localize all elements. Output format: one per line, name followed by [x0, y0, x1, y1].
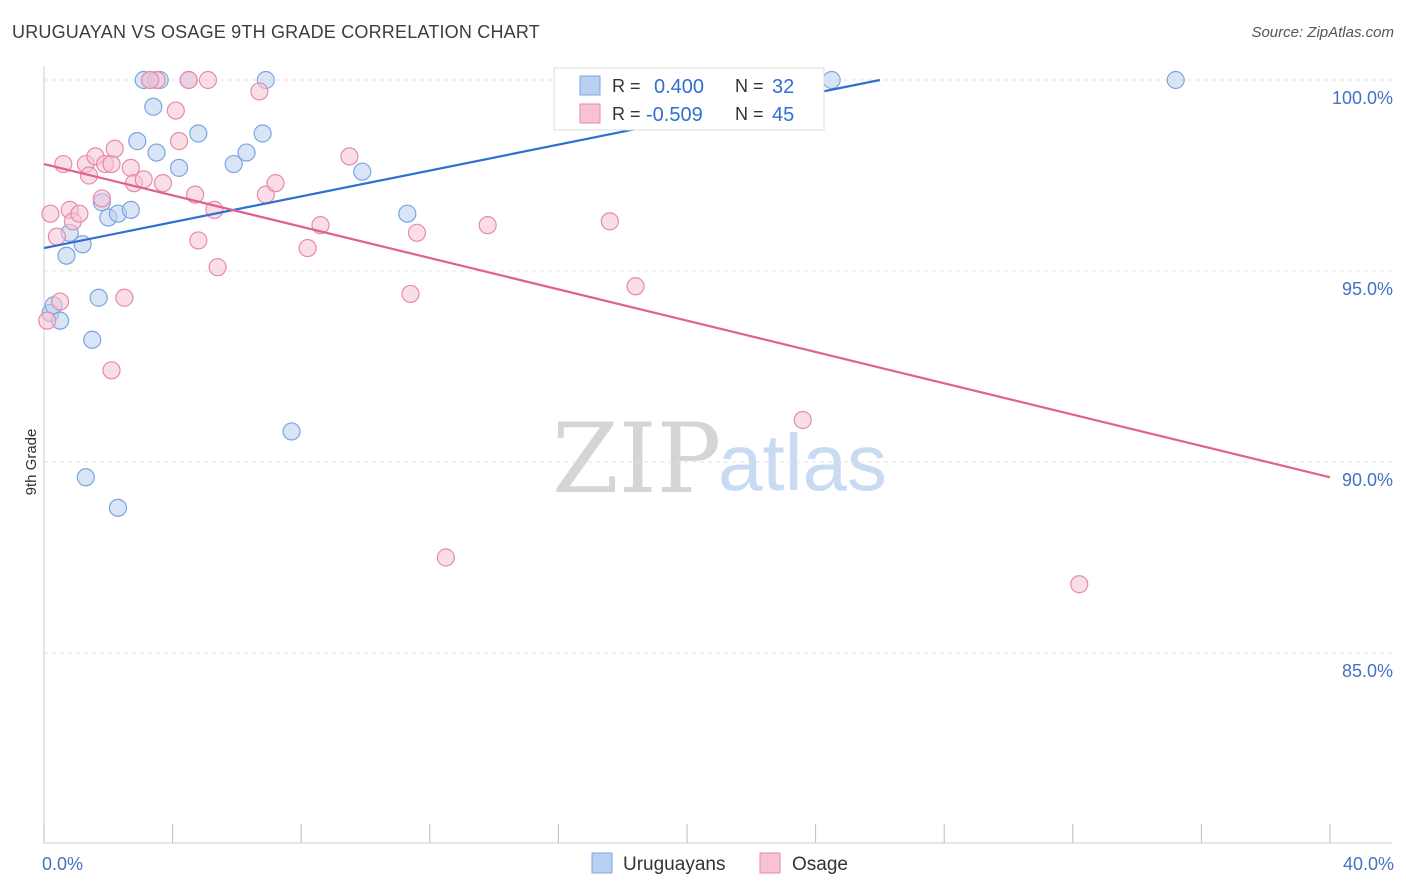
stats-legend: R = 0.400 N = 32 R = -0.509 N = 45: [553, 67, 825, 131]
legend-r-label-osage: R =: [612, 104, 641, 124]
legend-swatch-osage-bottom: [759, 852, 781, 874]
series-legend: Uruguayans Osage: [591, 852, 848, 875]
trend-line-osage: [43, 162, 1331, 479]
y-axis-label: 9th Grade: [23, 429, 40, 496]
legend-n-label-uruguayans: N =: [735, 76, 764, 96]
legend-label-osage: Osage: [792, 854, 848, 875]
point-osage-22: [179, 70, 198, 90]
point-uruguayans-16: [147, 143, 166, 162]
x-tick-label-0: 0.0%: [42, 854, 83, 874]
y-tick-label-1: 95.0%: [1342, 279, 1393, 299]
legend-n-label-osage: N =: [735, 104, 764, 124]
point-osage-33: [340, 147, 359, 166]
point-uruguayans-6: [83, 330, 102, 349]
y-tick-label-3: 85.0%: [1342, 661, 1393, 681]
point-uruguayans-11: [121, 200, 140, 219]
legend-label-uruguayans: Uruguayans: [623, 854, 725, 875]
point-osage-24: [189, 231, 208, 250]
legend-swatch-osage: [579, 103, 601, 124]
point-osage-40: [436, 548, 455, 567]
point-osage-2: [47, 227, 66, 246]
point-uruguayans-3: [57, 246, 76, 265]
legend-r-value-uruguayans: 0.400: [654, 76, 704, 98]
point-osage-43: [140, 70, 160, 90]
x-tick-label-1: 40.0%: [1343, 854, 1394, 874]
axes: [43, 66, 1392, 844]
point-osage-34: [401, 284, 420, 304]
legend-r-value-osage: -0.509: [646, 104, 703, 126]
y-tick-label-2: 90.0%: [1342, 470, 1393, 490]
point-osage-37: [600, 212, 619, 231]
legend-r-label-uruguayans: R =: [612, 76, 641, 96]
point-osage-25: [198, 70, 218, 90]
point-osage-14: [115, 288, 134, 307]
point-osage-0: [38, 311, 57, 330]
point-osage-17: [134, 170, 153, 189]
point-uruguayans-21: [224, 154, 243, 174]
point-osage-28: [250, 82, 269, 101]
chart-title: URUGUAYAN VS OSAGE 9TH GRADE CORRELATION…: [12, 22, 540, 42]
point-osage-41: [1070, 575, 1089, 594]
point-uruguayans-12: [128, 132, 147, 151]
point-osage-12: [102, 154, 121, 174]
grid-lines: [44, 79, 1392, 654]
point-osage-36: [478, 216, 497, 235]
point-uruguayans-23: [253, 124, 272, 143]
legend-n-value-osage: 45: [772, 104, 794, 126]
legend-n-value-uruguayans: 32: [772, 76, 794, 98]
point-uruguayans-7: [89, 288, 108, 307]
point-uruguayans-26: [353, 162, 372, 181]
point-osage-44: [50, 292, 70, 311]
watermark-atlas: atlas: [718, 418, 887, 507]
point-uruguayans-18: [169, 158, 189, 177]
tick-labels: 100.0% 95.0% 90.0% 85.0% 0.0% 40.0%: [42, 88, 1394, 874]
point-osage-19: [153, 174, 173, 193]
point-osage-39: [793, 410, 812, 430]
point-osage-21: [169, 132, 189, 151]
point-osage-42: [102, 361, 121, 380]
point-osage-35: [407, 223, 427, 242]
point-osage-30: [266, 174, 285, 193]
legend-swatch-uruguayans: [579, 75, 601, 96]
data-points: [38, 70, 1185, 594]
chart-source: Source: ZipAtlas.com: [1251, 24, 1394, 41]
point-uruguayans-27: [398, 204, 417, 223]
point-osage-6: [70, 204, 89, 223]
legend-swatch-uruguayans-bottom: [591, 852, 613, 874]
point-osage-38: [626, 277, 645, 296]
point-osage-20: [166, 101, 185, 120]
point-osage-10: [92, 189, 111, 208]
point-uruguayans-29: [1166, 70, 1185, 90]
y-tick-label-0: 100.0%: [1332, 88, 1393, 108]
watermark-zip: ZIP: [552, 403, 721, 515]
point-uruguayans-20: [189, 124, 208, 143]
point-uruguayans-30: [76, 468, 95, 487]
point-osage-27: [208, 258, 227, 277]
point-osage-1: [41, 204, 60, 223]
point-uruguayans-25: [282, 422, 301, 441]
point-osage-31: [298, 238, 317, 258]
point-uruguayans-15: [144, 97, 163, 116]
point-uruguayans-28: [822, 70, 841, 90]
point-uruguayans-31: [108, 498, 128, 517]
point-uruguayans-22: [237, 143, 256, 162]
point-osage-13: [105, 139, 124, 158]
